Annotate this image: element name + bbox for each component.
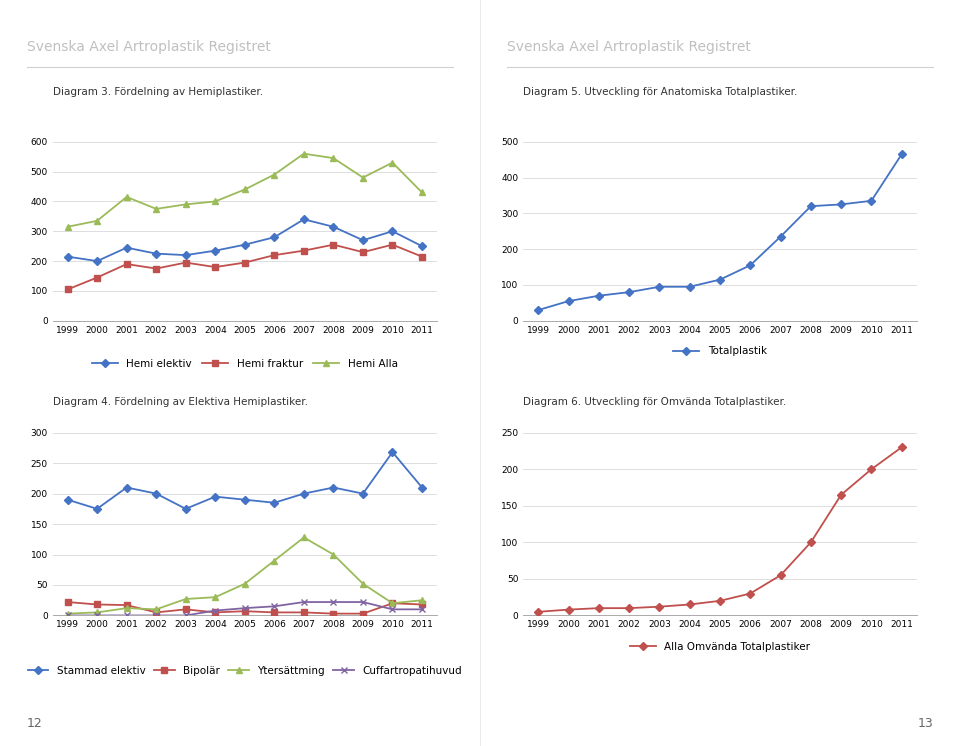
- Legend: Stammad elektiv, Bipolär, Ytersättming, Cuffartropatihuvud: Stammad elektiv, Bipolär, Ytersättming, …: [23, 662, 467, 680]
- Text: Diagram 6. Utveckling för Omvända Totalplastiker.: Diagram 6. Utveckling för Omvända Totalp…: [523, 397, 786, 407]
- Text: 13: 13: [918, 718, 933, 730]
- Text: 12: 12: [27, 718, 42, 730]
- Text: Svenska Axel Artroplastik Registret: Svenska Axel Artroplastik Registret: [507, 40, 751, 54]
- Legend: Hemi elektiv, Hemi fraktur, Hemi Alla: Hemi elektiv, Hemi fraktur, Hemi Alla: [87, 354, 402, 373]
- Text: Diagram 3. Fördelning av Hemiplastiker.: Diagram 3. Fördelning av Hemiplastiker.: [53, 87, 263, 97]
- Text: Svenska Axel Artroplastik Registret: Svenska Axel Artroplastik Registret: [27, 40, 271, 54]
- Legend: Alla Omvända Totalplastiker: Alla Omvända Totalplastiker: [626, 638, 814, 656]
- Legend: Totalplastik: Totalplastik: [669, 342, 771, 360]
- Text: Diagram 4. Fördelning av Elektiva Hemiplastiker.: Diagram 4. Fördelning av Elektiva Hemipl…: [53, 397, 308, 407]
- Text: Diagram 5. Utveckling för Anatomiska Totalplastiker.: Diagram 5. Utveckling för Anatomiska Tot…: [523, 87, 798, 97]
